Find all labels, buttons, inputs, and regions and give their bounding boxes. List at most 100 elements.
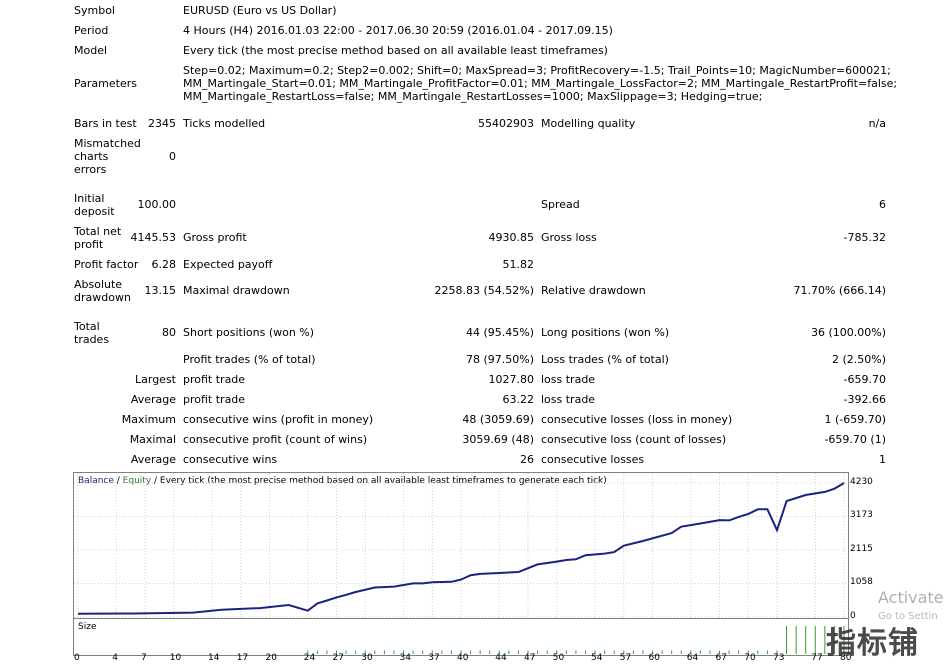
x-tick-label: 10: [169, 653, 182, 663]
x-tick-label: 60: [648, 653, 660, 663]
reldd-value: 71.70% (666.14): [793, 284, 886, 297]
x-tick-label: 64: [686, 653, 699, 663]
largest-pt-label: profit trade: [183, 373, 246, 386]
size-chart: Size: [73, 618, 849, 656]
spread-label: Spread: [541, 198, 580, 211]
loss-trades-value: 2 (2.50%): [831, 353, 886, 366]
short-value: 44 (95.45%): [465, 326, 534, 339]
netprofit-value: 4145.53: [130, 231, 177, 244]
x-tick-label: 77: [811, 653, 823, 663]
size-label: Size: [78, 622, 97, 632]
balance-line: [77, 482, 845, 615]
bars-value: 2345: [148, 117, 176, 130]
x-tick-label: 24: [303, 653, 316, 663]
x-tick-label: 40: [457, 653, 469, 663]
mismatched-label: Mismatched charts errors: [74, 137, 141, 176]
y-axis: 0 1058 2115 3173 4230: [848, 472, 888, 624]
deposit-label: Initial deposit: [74, 192, 115, 218]
parameters-line-1: Step=0.02; Maximum=0.2; Step2=0.002; Shi…: [183, 64, 891, 77]
max-cl-label: consecutive losses (loss in money): [541, 413, 733, 426]
chart-legend: Balance / Equity / Every tick (the most …: [78, 476, 607, 487]
grossprofit-value: 4930.85: [488, 231, 535, 244]
legend-sep: /: [113, 476, 123, 486]
balance-plot: [74, 473, 848, 623]
deposit-value: 100.00: [137, 198, 177, 211]
average-pt-value: 63.22: [502, 393, 535, 406]
parameters-line-3: MM_Martingale_RestartLoss=false; MM_Mart…: [183, 90, 763, 103]
x-tick-label: 20: [265, 653, 277, 663]
maximum-label: Maximum: [121, 413, 176, 426]
long-label: Long positions (won %): [541, 326, 670, 339]
x-tick-label: 17: [236, 653, 249, 663]
x-tick-label: 57: [619, 653, 632, 663]
x-axis: 0 4 7 10 14 17 20 24 27 30 34 37 40 44 47 50 54 57 60 64 67 7…: [73, 653, 863, 665]
x-tick-label: 4: [112, 653, 119, 663]
legend-rest: / Every tick (the most precise method ba…: [151, 476, 607, 486]
x-tick-label: 27: [332, 653, 344, 663]
balance-chart: Balance / Equity / Every tick (the most …: [73, 472, 849, 624]
quality-label: Modelling quality: [541, 117, 636, 130]
x-tick-label: 70: [744, 653, 756, 663]
symbol-value: EURUSD (Euro vs US Dollar): [183, 4, 337, 17]
y-tick-label: 3173: [850, 510, 873, 521]
x-tick-label: 30: [361, 653, 373, 663]
loss-trades-label: Loss trades (% of total): [541, 353, 669, 366]
x-tick-label: 7: [141, 653, 147, 663]
period-value: 4 Hours (H4) 2016.01.03 22:00 - 2017.06.…: [183, 24, 613, 37]
parameters-line-2: MM_Martingale_Start=0.01; MM_Martingale_…: [183, 77, 898, 90]
max-cw-value: 48 (3059.69): [462, 413, 534, 426]
x-tick-label: 34: [399, 653, 411, 663]
x-tick-label: 37: [428, 653, 440, 663]
model-label: Model: [74, 44, 108, 57]
trades-value: 80: [162, 326, 176, 339]
x-tick-label: 80: [840, 653, 852, 663]
y-tick-label: 4230: [850, 477, 873, 487]
profit-trades-value: 78 (97.50%): [465, 353, 534, 366]
x-tick-label: 14: [208, 653, 220, 663]
ticks-label: Ticks modelled: [183, 117, 266, 130]
avg-cl-value: 1: [879, 453, 886, 466]
avg-cw-label: consecutive wins: [183, 453, 278, 466]
x-tick-label: 47: [524, 653, 536, 663]
average-label: Average: [130, 393, 176, 406]
long-value: 36 (100.00%): [810, 326, 886, 339]
activate-watermark: Activate: [878, 588, 944, 607]
mxl-cp-value: 3059.69 (48): [462, 433, 534, 446]
x-tick-label: 67: [715, 653, 727, 663]
logo-watermark: 指标铺: [826, 626, 919, 661]
largest-label: Largest: [135, 373, 176, 386]
x-tick-label: 54: [591, 653, 603, 663]
ticks-value: 55402903: [478, 117, 534, 130]
y-tick-label: 0: [850, 611, 856, 621]
max-cl-value: 1 (-659.70): [824, 413, 886, 426]
y-tick-label: 1058: [850, 577, 873, 588]
average-lt-value: -392.66: [843, 393, 886, 406]
largest-lt-label: loss trade: [541, 373, 596, 386]
grossprofit-label: Gross profit: [183, 231, 247, 244]
average-lt-label: loss trade: [541, 393, 596, 406]
payoff-label: Expected payoff: [183, 258, 273, 271]
maximal-label: Maximal: [129, 433, 176, 446]
grossloss-value: -785.32: [843, 231, 886, 244]
x-tick-label: 0: [74, 653, 80, 663]
size-plot: [307, 626, 845, 654]
x-tick-label: 73: [772, 653, 785, 663]
profit-trades-label: Profit trades (% of total): [183, 353, 316, 366]
maxdd-label: Maximal drawdown: [183, 284, 290, 297]
mxl-cl-label: consecutive loss (count of losses): [541, 433, 727, 446]
maxdd-value: 2258.83 (54.52%): [434, 284, 534, 297]
mismatched-value: 0: [169, 150, 176, 163]
spread-value: 6: [879, 198, 886, 211]
period-label: Period: [74, 24, 109, 37]
mxl-cl-value: -659.70 (1): [824, 433, 886, 446]
model-value: Every tick (the most precise method base…: [183, 44, 608, 57]
average2-label: Average: [130, 453, 176, 466]
average-pt-label: profit trade: [183, 393, 246, 406]
trades-label: Total trades: [74, 320, 110, 346]
settings-watermark: Go to Settin: [878, 611, 938, 622]
reldd-label: Relative drawdown: [541, 284, 646, 297]
legend-equity: Equity: [122, 476, 152, 486]
absdd-label: Absolute drawdown: [74, 278, 131, 304]
pf-label: Profit factor: [74, 258, 139, 271]
avg-cl-label: consecutive losses: [541, 453, 645, 466]
